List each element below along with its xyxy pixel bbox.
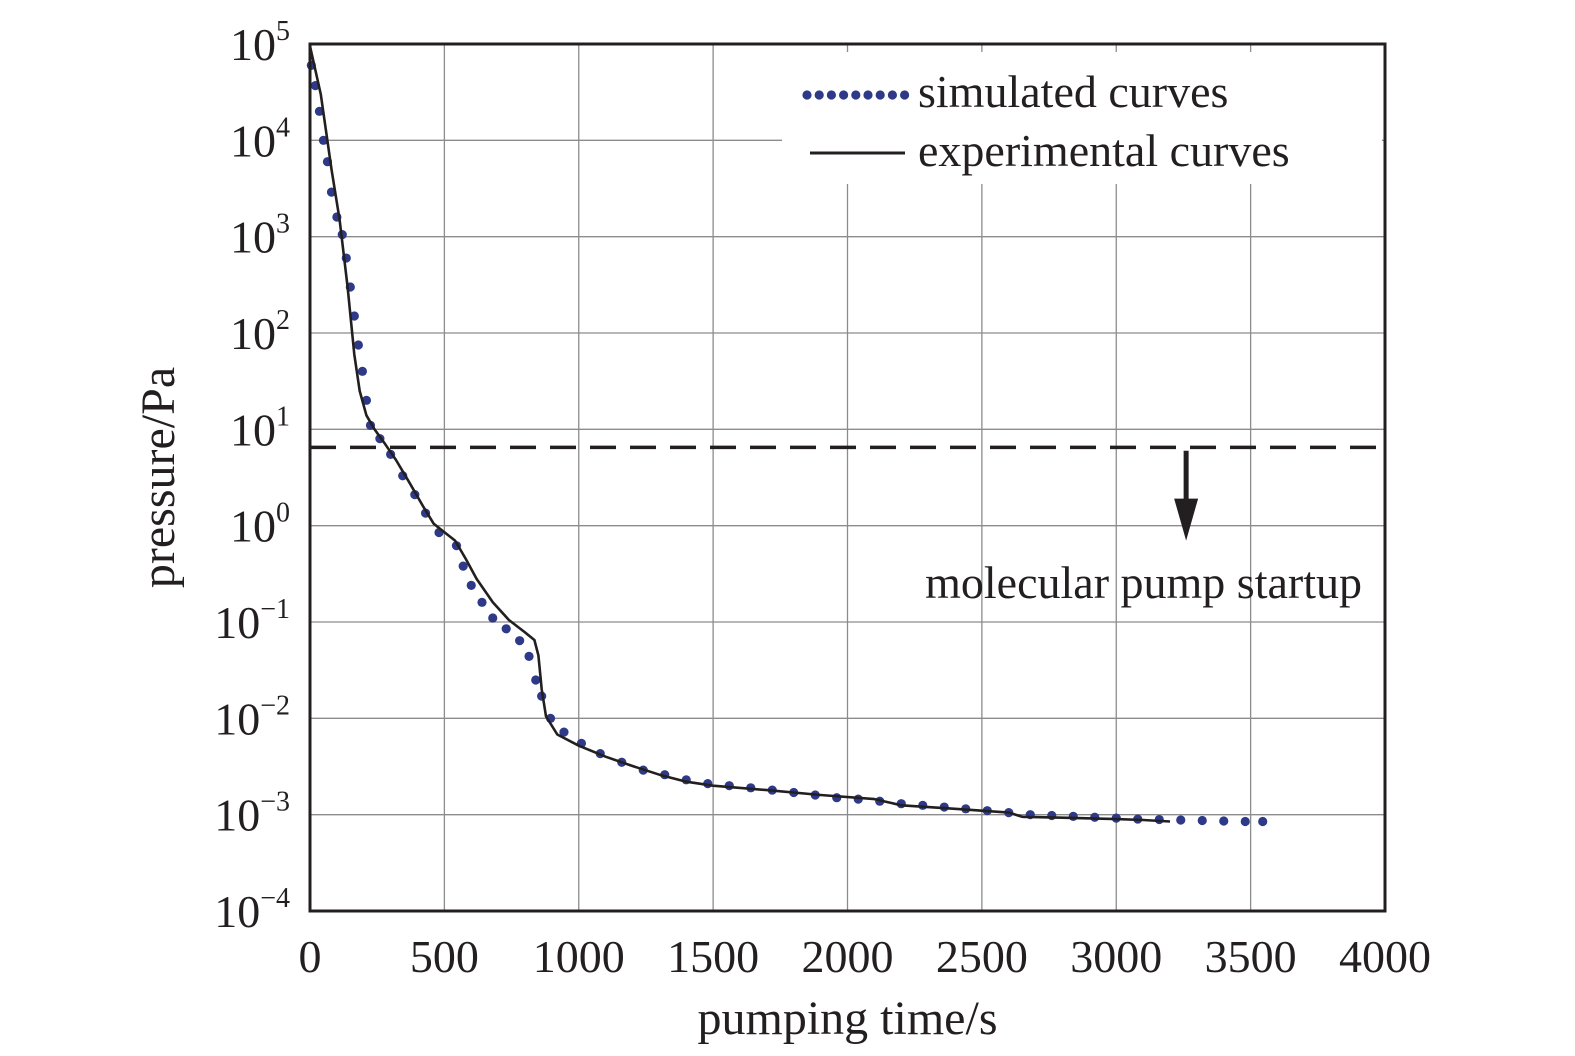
y-tick-label: 104 <box>230 112 290 166</box>
simulated-point <box>501 624 511 634</box>
legend-dot <box>875 90 885 100</box>
simulated-point <box>488 613 498 623</box>
y-tick-label: 10−1 <box>214 594 290 648</box>
y-tick-label: 10−2 <box>214 690 290 744</box>
simulated-point <box>1197 815 1207 826</box>
simulated-point <box>349 311 359 321</box>
legend-swatch-simulated <box>802 90 910 100</box>
simulated-point <box>1240 816 1250 827</box>
simulated-point <box>531 675 541 685</box>
x-tick-label: 1500 <box>667 931 759 982</box>
simulated-point <box>466 580 476 590</box>
legend-dot <box>863 90 873 100</box>
annotation-arrow-head <box>1174 498 1199 541</box>
x-tick-label: 0 <box>299 931 322 982</box>
legend-label-experimental: experimental curves <box>918 125 1290 176</box>
y-axis-label: pressure/Pa <box>132 367 185 588</box>
simulated-point <box>515 636 525 646</box>
simulated-point <box>524 651 534 661</box>
grid <box>310 44 1385 911</box>
simulated-point <box>1068 811 1078 821</box>
y-tick-label: 105 <box>230 16 290 70</box>
tick-labels: 0 500 1000 1500 2000 2500 3000 3500 4000 105 104 10… <box>214 16 1431 982</box>
x-axis-label: pumping time/s <box>698 992 998 1045</box>
legend-label-simulated: simulated curves <box>918 66 1228 117</box>
x-tick-label: 3500 <box>1205 931 1297 982</box>
legend-dot <box>900 90 910 100</box>
simulated-point <box>477 597 487 607</box>
simulated-point <box>1219 816 1229 826</box>
legend-dot <box>826 90 837 100</box>
legend: simulated curves experimental curves <box>782 52 1382 184</box>
plot-frame <box>308 42 1387 913</box>
y-tick-label: 10−4 <box>214 883 290 937</box>
x-tick-label: 3000 <box>1070 931 1162 982</box>
simulated-point <box>458 561 468 571</box>
simulated-point <box>353 340 363 350</box>
x-tick-label: 500 <box>410 931 479 982</box>
series-layer <box>306 45 1268 827</box>
simulated-point <box>1176 815 1186 825</box>
legend-dot <box>887 90 898 100</box>
y-tick-label: 10−3 <box>214 787 290 841</box>
legend-dot <box>851 90 861 100</box>
simulated-point <box>559 727 569 737</box>
x-tick-label: 1000 <box>533 931 625 982</box>
legend-dot <box>814 90 824 100</box>
experimental-line <box>308 45 1171 823</box>
x-tick-label: 2000 <box>802 931 894 982</box>
simulated-point <box>357 366 368 376</box>
x-tick-label: 4000 <box>1339 931 1431 982</box>
x-tick-label: 2500 <box>936 931 1028 982</box>
y-tick-label: 102 <box>230 305 290 359</box>
annotation: molecular pump startup <box>925 450 1362 608</box>
annotation-text: molecular pump startup <box>925 557 1362 608</box>
legend-dot <box>839 90 849 100</box>
y-tick-label: 100 <box>230 498 290 552</box>
legend-dot <box>802 90 812 100</box>
y-tick-label: 103 <box>230 209 290 263</box>
legend-background <box>782 52 1382 184</box>
simulated-point <box>1258 816 1268 827</box>
y-tick-label: 101 <box>230 401 290 455</box>
